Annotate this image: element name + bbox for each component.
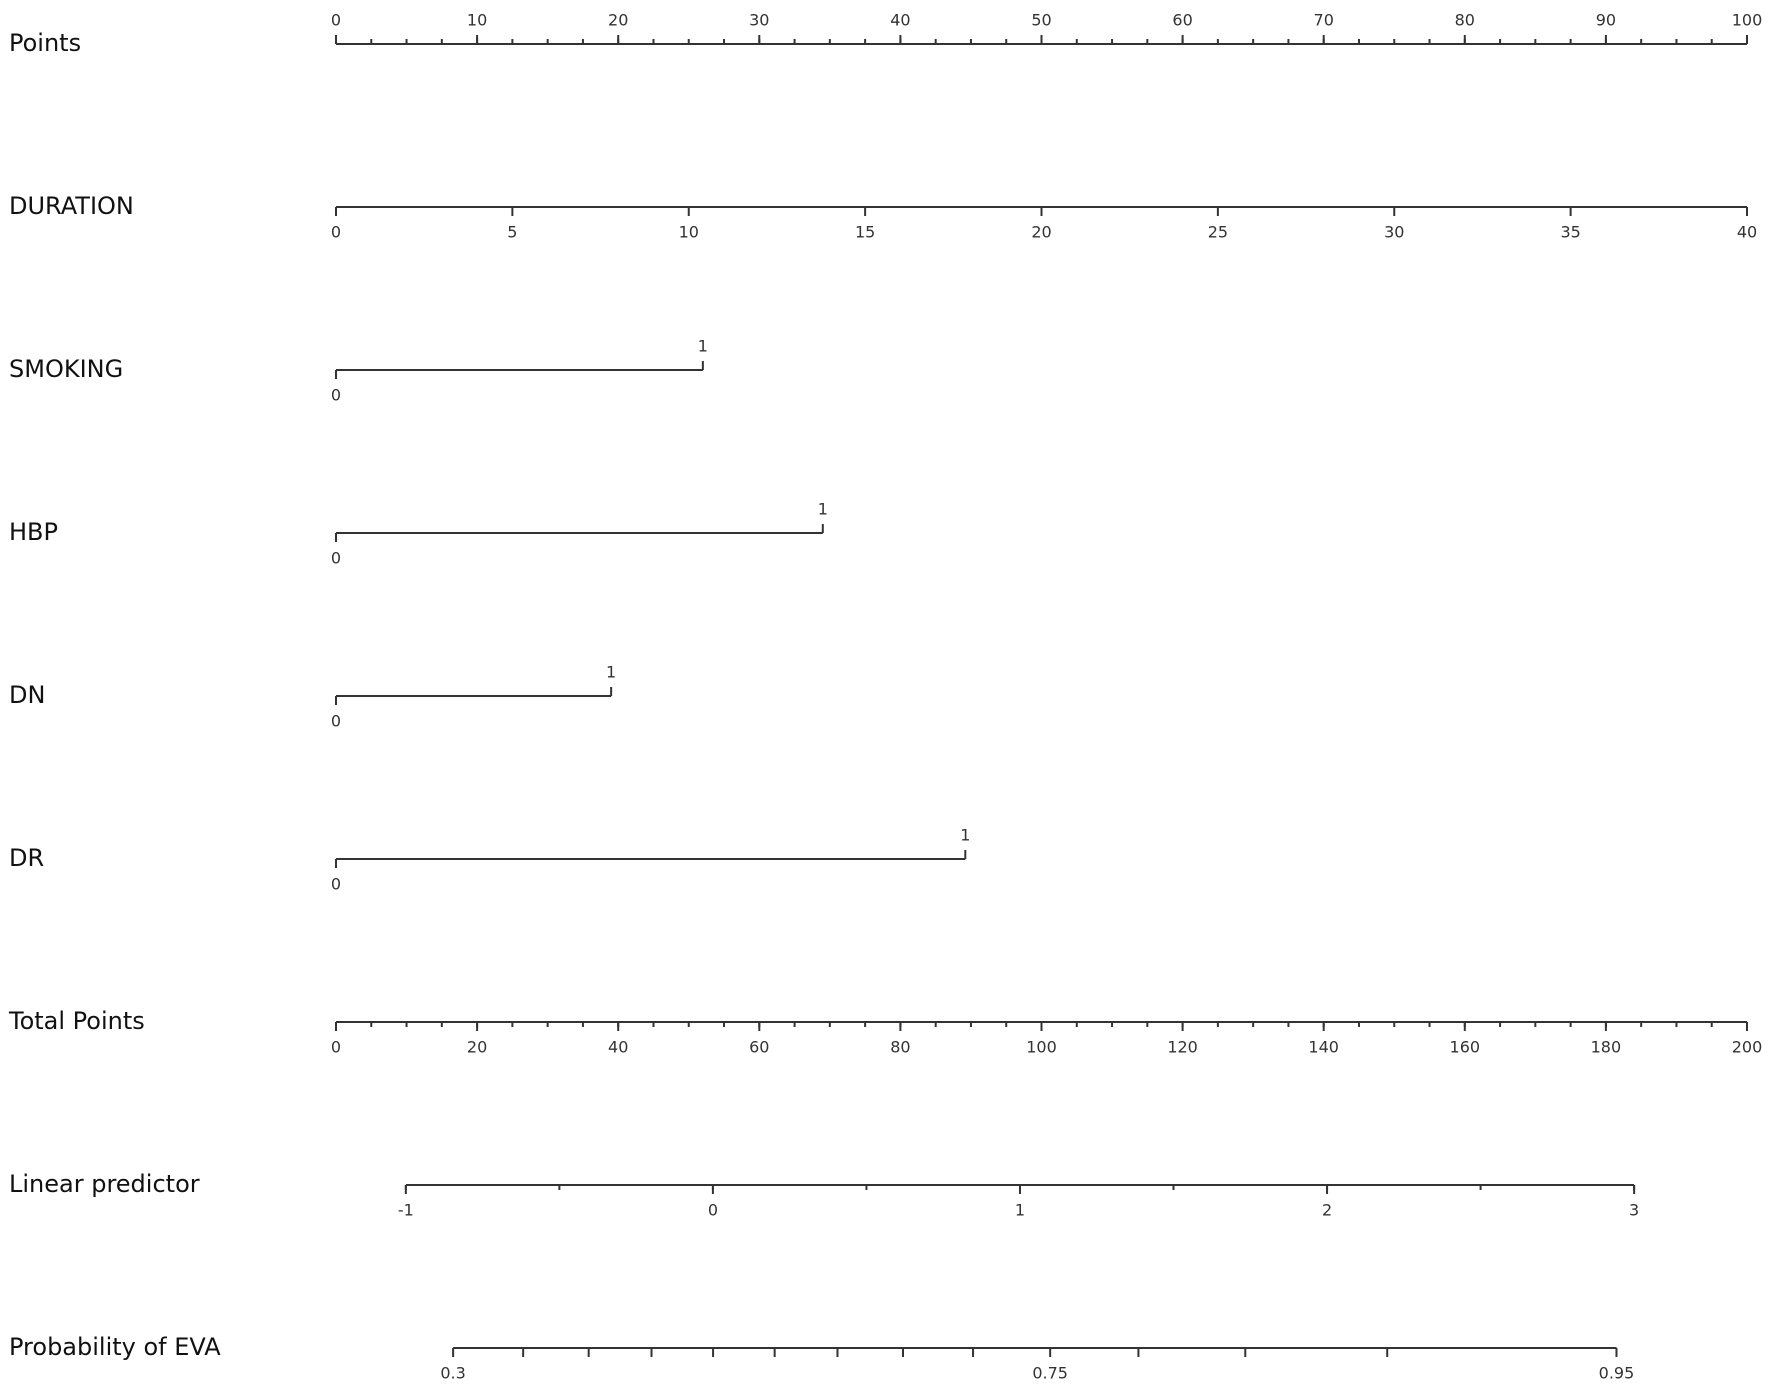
tick-label: 70	[1314, 11, 1334, 30]
row-label: DN	[9, 681, 45, 709]
tick-label: 40	[890, 11, 910, 30]
row-label: HBP	[9, 518, 58, 546]
tick-label: 20	[467, 1038, 487, 1057]
tick-label: 40	[1737, 223, 1757, 242]
tick-label: 25	[1208, 223, 1228, 242]
tick-label: 0	[331, 223, 341, 242]
tick-label: 0.3	[440, 1364, 465, 1383]
row-label: Total Points	[8, 1007, 145, 1035]
tick-label: 60	[1172, 11, 1192, 30]
tick-label: 0	[331, 11, 341, 30]
tick-label: 90	[1596, 11, 1616, 30]
tick-label: 10	[679, 223, 699, 242]
tick-label: 0	[331, 386, 341, 405]
tick-label: 15	[855, 223, 875, 242]
tick-label: 0	[331, 549, 341, 568]
tick-label: 3	[1629, 1201, 1639, 1220]
row-label: DURATION	[9, 192, 134, 220]
row-label: Probability of EVA	[9, 1333, 221, 1361]
tick-label: 160	[1450, 1038, 1481, 1057]
tick-label: 50	[1031, 11, 1051, 30]
tick-label: 20	[608, 11, 628, 30]
tick-label: -1	[398, 1201, 414, 1220]
tick-label: 35	[1560, 223, 1580, 242]
tick-label: 0	[331, 712, 341, 731]
tick-label: 1	[1015, 1201, 1025, 1220]
tick-label: 80	[890, 1038, 910, 1057]
tick-label: 140	[1308, 1038, 1339, 1057]
tick-label: 2	[1322, 1201, 1332, 1220]
row-label: Linear predictor	[9, 1170, 200, 1198]
tick-label: 0	[708, 1201, 718, 1220]
tick-label: 30	[1384, 223, 1404, 242]
tick-label: 0	[331, 1038, 341, 1057]
tick-label: 200	[1732, 1038, 1763, 1057]
tick-label: 80	[1455, 11, 1475, 30]
tick-label: 120	[1167, 1038, 1198, 1057]
row-label: SMOKING	[9, 355, 123, 383]
tick-label: 100	[1026, 1038, 1057, 1057]
tick-label: 0.75	[1032, 1364, 1068, 1383]
row-label: Points	[9, 29, 81, 57]
tick-label: 30	[749, 11, 769, 30]
tick-label: 1	[960, 826, 970, 845]
tick-label: 180	[1591, 1038, 1622, 1057]
tick-label: 100	[1732, 11, 1763, 30]
tick-label: 1	[606, 663, 616, 682]
tick-label: 5	[507, 223, 517, 242]
tick-label: 10	[467, 11, 487, 30]
tick-label: 40	[608, 1038, 628, 1057]
tick-label: 1	[818, 500, 828, 519]
tick-label: 0	[331, 875, 341, 894]
tick-label: 1	[698, 337, 708, 356]
tick-label: 0.95	[1599, 1364, 1635, 1383]
tick-label: 60	[749, 1038, 769, 1057]
row-label: DR	[9, 844, 44, 872]
tick-label: 20	[1031, 223, 1051, 242]
